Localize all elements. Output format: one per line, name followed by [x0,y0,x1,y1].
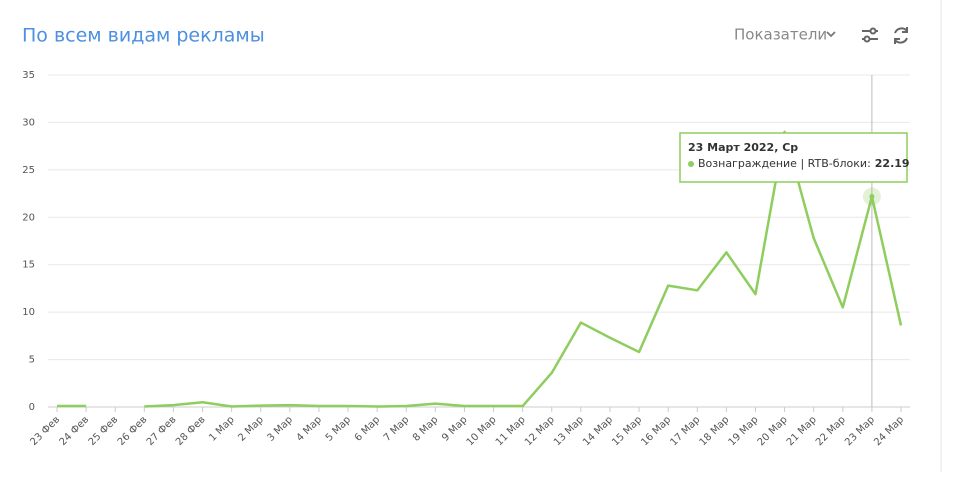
tooltip: 23 Март 2022, Ср Вознаграждение | RTB-бло… [679,132,910,183]
y-tick-label: 15 [22,260,35,271]
x-tick-label: 12 Мар [523,414,557,448]
x-tick-label: 25 Фев [87,414,121,448]
hover-point [869,194,875,200]
tooltip-label: Вознаграждение | RTB-блоки: 22.19 [698,157,910,170]
x-tick-label: 23 Мар [843,414,877,448]
tooltip-dot [688,161,694,167]
metrics-button[interactable]: Показатели [734,26,827,44]
x-tick-label: 7 Мар [382,414,411,443]
y-tick-label: 30 [22,117,35,128]
x-tick-label: 4 Мар [295,414,324,443]
x-tick-label: 13 Мар [552,414,586,448]
x-tick-label: 16 Мар [639,414,673,448]
x-tick-label: 2 Мар [236,414,265,443]
x-tick-label: 15 Мар [610,414,644,448]
settings-icon[interactable] [862,27,878,43]
y-tick-label: 20 [22,212,35,223]
tooltip-box [679,132,908,183]
data-line [57,130,903,408]
chevron-icon[interactable] [826,31,836,38]
x-tick-label: 28 Фев [174,414,208,448]
x-tick-label: 22 Мар [814,414,848,448]
x-tick-label: 19 Мар [727,414,761,448]
x-tick-label: 23 Фев [28,414,62,448]
x-tick-label: 27 Фев [145,414,179,448]
y-tick-label: 10 [22,307,35,318]
x-tick-label: 5 Мар [324,414,353,443]
x-tick-label: 11 Мар [494,414,528,448]
y-tick-label: 35 [22,70,35,81]
tooltip-series: Вознаграждение | RTB-блоки: [698,157,871,170]
x-tick-label: 21 Мар [785,414,819,448]
x-tick-label: 10 Мар [465,414,499,448]
x-tick-label: 14 Мар [581,414,615,448]
x-tick-label: 18 Мар [698,414,732,448]
tooltip-title: 23 Март 2022, Ср [688,141,798,154]
page-title: По всем видам рекламы [22,25,265,47]
x-tick-label: 24 Мар [872,414,906,448]
y-tick-label: 25 [22,165,35,176]
x-tick-label: 24 Фев [58,414,92,448]
x-tick-label: 8 Мар [411,414,440,443]
x-tick-label: 6 Мар [353,414,382,443]
x-tick-label: 1 Мар [207,414,236,443]
x-tick-label: 3 Мар [265,414,294,443]
y-tick-label: 5 [29,355,35,366]
x-tick-label: 20 Мар [756,414,790,448]
refresh-icon[interactable] [894,27,908,44]
y-tick-label: 0 [29,402,35,413]
tooltip-value: 22.19 [875,157,910,170]
x-tick-label: 26 Фев [116,414,150,448]
x-tick-label: 17 Мар [668,414,702,448]
